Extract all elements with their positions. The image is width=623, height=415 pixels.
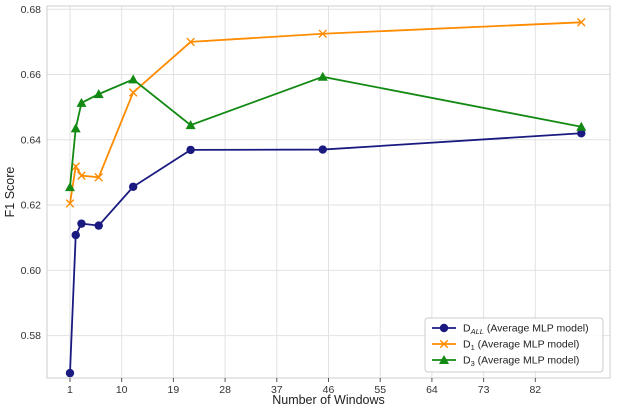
x-tick-label: 46	[323, 384, 335, 396]
x-tick-label: 19	[168, 384, 180, 396]
triangle-marker	[185, 120, 196, 130]
triangle-marker	[317, 71, 328, 81]
x-marker	[94, 173, 103, 182]
x-marker	[576, 18, 586, 27]
y-axis-label: F1 Score	[3, 167, 17, 218]
y-tick-label: 0.58	[21, 330, 42, 342]
circle-marker	[94, 221, 103, 230]
x-tick-label: 37	[271, 384, 283, 396]
series-group	[64, 18, 587, 378]
triangle-marker	[64, 182, 75, 192]
circle-marker	[577, 129, 586, 138]
x-tick-label: 82	[529, 384, 541, 396]
x-tick-label: 55	[374, 384, 386, 396]
x-tick-label: 73	[478, 384, 490, 396]
legend: DALL (Average MLP model) D1 (Average MLP …	[424, 317, 604, 373]
legend-item: D3 (Average MLP model)	[432, 355, 579, 369]
triangle-marker	[128, 74, 139, 84]
circle-marker	[65, 368, 75, 378]
circle-marker	[77, 219, 86, 228]
circle-marker	[318, 145, 327, 154]
x-marker	[65, 199, 75, 208]
x-tick-label: 1	[67, 384, 73, 396]
legend-label: D1 (Average MLP model)	[463, 339, 579, 353]
circle-marker	[439, 323, 449, 333]
series-1	[65, 129, 586, 378]
circle-marker	[128, 182, 138, 191]
legend-label: D3 (Average MLP model)	[463, 355, 579, 369]
x-marker	[186, 37, 195, 47]
y-tick-label: 0.68	[21, 4, 42, 16]
y-tick-label: 0.60	[21, 265, 42, 277]
x-axis-ticks: 1 10 19 28 37 46 55 64 73 82	[67, 378, 541, 396]
series-3	[64, 71, 587, 192]
y-tick-label: 0.64	[21, 134, 42, 146]
triangle-marker	[439, 355, 449, 364]
x-tick-label: 10	[116, 384, 128, 396]
y-tick-label: 0.62	[21, 200, 42, 212]
triangle-marker	[70, 123, 81, 133]
x-marker	[318, 29, 328, 39]
x-marker	[128, 88, 138, 97]
legend-label: DALL (Average MLP model)	[463, 323, 589, 337]
legend-box	[424, 317, 604, 373]
triangle-marker	[576, 121, 587, 131]
series-2	[65, 18, 586, 208]
y-tick-label: 0.66	[21, 69, 42, 81]
x-tick-label: 28	[219, 384, 231, 396]
circle-marker	[186, 145, 195, 155]
legend-item: D1 (Average MLP model)	[432, 339, 579, 353]
legend-item: DALL (Average MLP model)	[432, 323, 589, 337]
y-axis-ticks: 0.58 0.60 0.62 0.64 0.66 0.68	[21, 4, 42, 342]
x-marker	[71, 162, 81, 171]
x-axis-label: Number of Windows	[272, 393, 385, 407]
series-line	[69, 75, 582, 188]
grid-lines	[47, 6, 610, 378]
x-marker	[77, 171, 86, 180]
circle-marker	[71, 230, 80, 240]
series-line	[69, 21, 582, 204]
x-marker	[439, 339, 449, 349]
triangle-marker	[93, 89, 104, 99]
triangle-marker	[76, 97, 87, 107]
x-tick-label: 64	[426, 384, 438, 396]
